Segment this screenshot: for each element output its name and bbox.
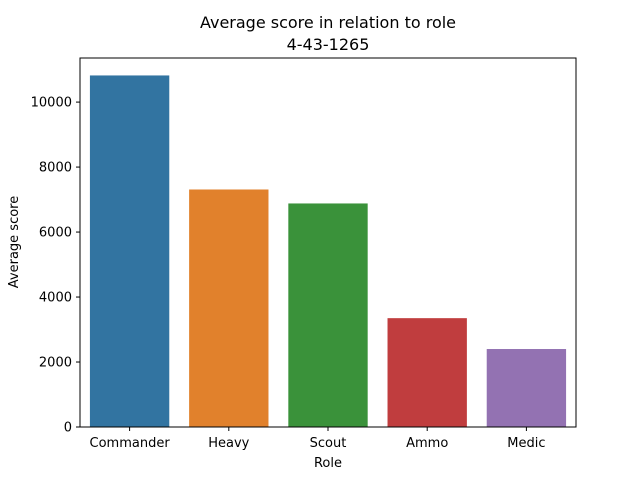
- bar-medic: [486, 349, 567, 427]
- y-tick-label: 4000: [39, 291, 72, 306]
- y-axis-label: Average score: [7, 196, 22, 288]
- y-tick-label: 6000: [39, 226, 72, 241]
- y-axis: 0 2000 4000 6000 8000 10000: [31, 96, 80, 436]
- y-tick-label: 10000: [31, 96, 72, 111]
- y-tick-label: 2000: [39, 356, 72, 371]
- bars-layer: [89, 75, 567, 427]
- x-tick-label: Commander: [90, 436, 171, 451]
- chart-subtitle: 4-43-1265: [287, 35, 370, 54]
- x-tick-label: Scout: [310, 436, 347, 451]
- y-tick-label: 0: [64, 421, 72, 436]
- bar-commander: [89, 75, 170, 427]
- bar-ammo: [387, 318, 467, 427]
- x-tick-label: Medic: [507, 436, 545, 451]
- y-tick-label: 8000: [39, 161, 72, 176]
- x-tick-label: Ammo: [406, 436, 448, 451]
- chart-title: Average score in relation to role: [200, 13, 456, 32]
- plot-frame: [79, 57, 577, 428]
- x-axis: Commander Heavy Scout Ammo Medic: [90, 427, 546, 451]
- x-tick-label: Heavy: [208, 436, 249, 451]
- bar-heavy: [189, 189, 269, 427]
- x-axis-label: Role: [314, 456, 342, 471]
- bar-scout: [288, 203, 368, 427]
